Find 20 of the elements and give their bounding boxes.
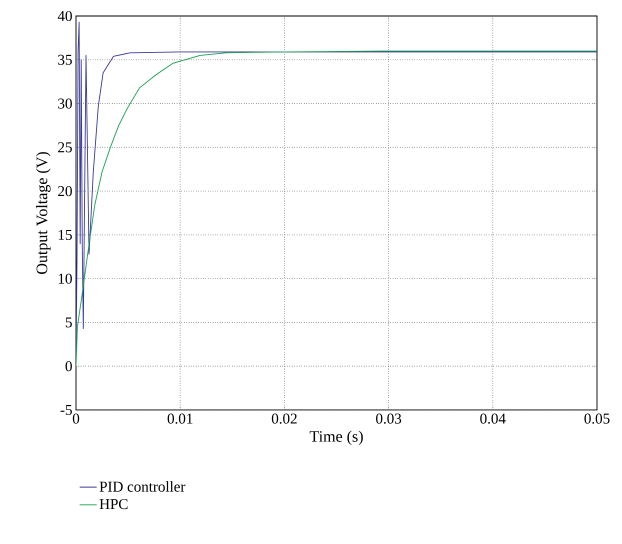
x-tick-label: 0.01: [168, 414, 192, 424]
x-tick-label: 0.02: [272, 414, 297, 424]
y-tick-label: 20: [58, 186, 72, 196]
x-tick-label: 0.03: [376, 414, 402, 424]
y-tick-label: 30: [58, 98, 72, 109]
x-tick-label: 0: [72, 414, 80, 424]
y-tick-label: 5: [66, 317, 72, 328]
legend-label: PID controller: [100, 481, 186, 492]
x-axis-title: Time (s): [310, 430, 363, 446]
y-tick-label: 15: [58, 230, 72, 240]
y-tick-label: -5: [60, 405, 72, 415]
x-tick-label: 0.05: [584, 414, 610, 424]
y-tick-label: 35: [58, 54, 72, 65]
y-tick-label: 25: [58, 142, 72, 152]
y-axis-title: Output Voltage (V): [36, 152, 51, 274]
x-tick-label: 0.04: [480, 414, 506, 424]
y-tick-label: 10: [58, 274, 72, 284]
legend-label: HPC: [100, 499, 128, 510]
y-tick-label: 40: [58, 10, 72, 22]
y-tick-label: 0: [66, 361, 72, 372]
